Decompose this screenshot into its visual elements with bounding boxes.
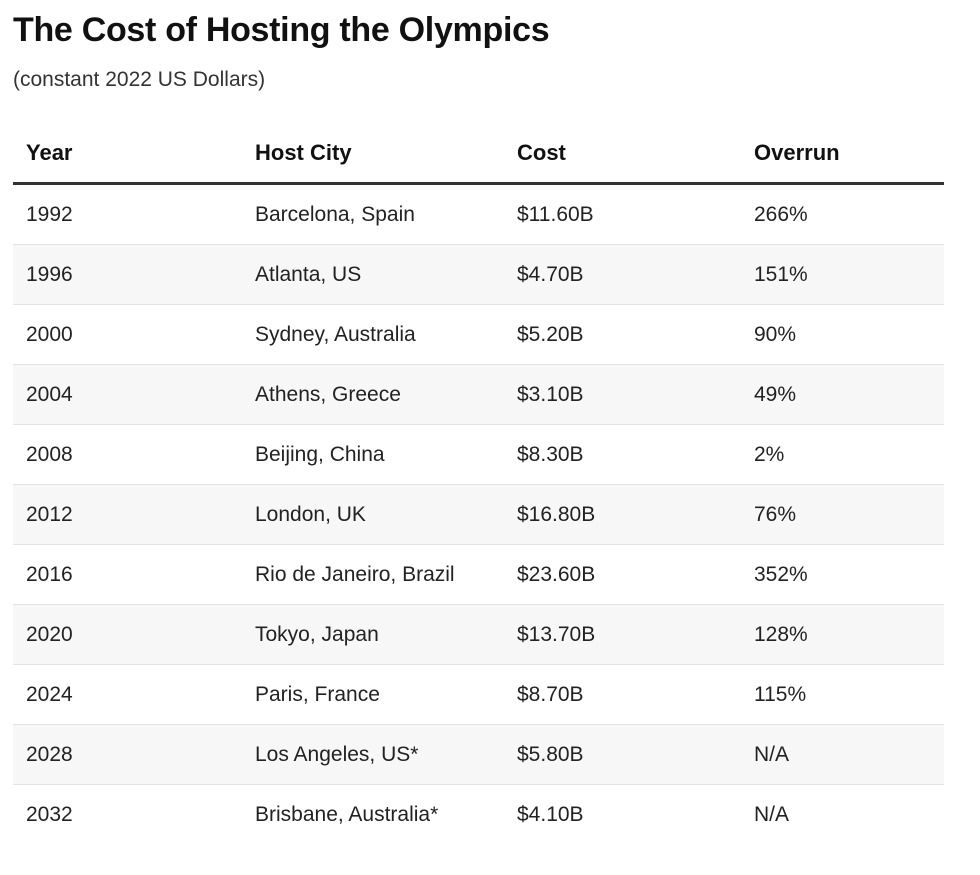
cell-cost: $11.60B <box>504 183 741 245</box>
cell-host-city: Athens, Greece <box>242 364 504 425</box>
table-row: 2012 London, UK $16.80B 76% <box>13 484 944 545</box>
cell-year: 2020 <box>13 604 242 665</box>
cell-cost: $8.70B <box>504 664 741 725</box>
cell-year: 1996 <box>13 244 242 305</box>
cell-year: 2016 <box>13 544 242 605</box>
table-row: 2032 Brisbane, Australia* $4.10B N/A <box>13 785 944 845</box>
column-header-overrun: Overrun <box>741 124 944 185</box>
cell-overrun: 115% <box>741 664 944 725</box>
cell-host-city: Rio de Janeiro, Brazil <box>242 544 504 605</box>
cell-host-city: Paris, France <box>242 664 504 725</box>
data-table: Year Host City Cost Overrun 1992 Barcelon… <box>13 124 944 844</box>
cell-overrun: 2% <box>741 424 944 485</box>
cell-year: 2032 <box>26 802 73 826</box>
cell-host-city: Sydney, Australia <box>242 304 504 365</box>
table-row: 2008 Beijing, China $8.30B 2% <box>13 424 944 485</box>
cell-year: 2012 <box>13 484 242 545</box>
cell-host-city: Brisbane, Australia* <box>255 802 439 826</box>
table-header: Year Host City Cost Overrun <box>13 124 944 185</box>
cell-year: 2028 <box>13 724 242 785</box>
cell-cost: $16.80B <box>504 484 741 545</box>
cell-host-city: Beijing, China <box>242 424 504 485</box>
cell-cost: $4.10B <box>517 802 584 826</box>
table-row: 2024 Paris, France $8.70B 115% <box>13 664 944 725</box>
table-row: 1992 Barcelona, Spain $11.60B 266% <box>13 183 944 245</box>
column-header-host-city: Host City <box>242 124 504 185</box>
cell-overrun: N/A <box>741 724 944 785</box>
cell-overrun: 76% <box>741 484 944 545</box>
column-header-year: Year <box>13 124 242 185</box>
cell-host-city: Los Angeles, US* <box>242 724 504 785</box>
table-row: 1996 Atlanta, US $4.70B 151% <box>13 244 944 305</box>
table-row: 2020 Tokyo, Japan $13.70B 128% <box>13 604 944 665</box>
table-row: 2004 Athens, Greece $3.10B 49% <box>13 364 944 425</box>
table-row: 2016 Rio de Janeiro, Brazil $23.60B 352% <box>13 544 944 605</box>
header-row: Year Host City Cost Overrun <box>13 124 944 185</box>
cell-overrun: N/A <box>754 802 790 826</box>
cell-overrun: 352% <box>741 544 944 605</box>
cell-host-city: Tokyo, Japan <box>242 604 504 665</box>
table-row: 2000 Sydney, Australia $5.20B 90% <box>13 304 944 365</box>
cell-cost: $23.60B <box>504 544 741 605</box>
cell-host-city: Atlanta, US <box>242 244 504 305</box>
cell-host-city: Barcelona, Spain <box>242 183 504 245</box>
cell-overrun: 49% <box>741 364 944 425</box>
column-header-cost: Cost <box>504 124 741 185</box>
cell-overrun: 151% <box>741 244 944 305</box>
cell-host-city: London, UK <box>242 484 504 545</box>
cell-year: 2000 <box>13 304 242 365</box>
cell-year: 1992 <box>13 183 242 245</box>
cell-cost: $3.10B <box>504 364 741 425</box>
cell-cost: $4.70B <box>504 244 741 305</box>
cell-overrun: 90% <box>741 304 944 365</box>
olympics-cost-table: Year Host City Cost Overrun 1992 Barcelon… <box>13 124 944 844</box>
cell-cost: $5.20B <box>504 304 741 365</box>
cell-year: 2008 <box>13 424 242 485</box>
table-row: 2028 Los Angeles, US* $5.80B N/A <box>13 724 944 785</box>
cell-cost: $8.30B <box>504 424 741 485</box>
cell-year: 2024 <box>13 664 242 725</box>
table-body: 1992 Barcelona, Spain $11.60B 266% 1996 Atlan… <box>13 183 944 845</box>
cell-overrun: 128% <box>741 604 944 665</box>
page-title: The Cost of Hosting the Olympics <box>13 11 550 49</box>
cell-year: 2004 <box>13 364 242 425</box>
cell-cost: $13.70B <box>504 604 741 665</box>
cell-cost: $5.80B <box>504 724 741 785</box>
page-subtitle: (constant 2022 US Dollars) <box>13 68 266 91</box>
cell-overrun: 266% <box>741 183 944 245</box>
